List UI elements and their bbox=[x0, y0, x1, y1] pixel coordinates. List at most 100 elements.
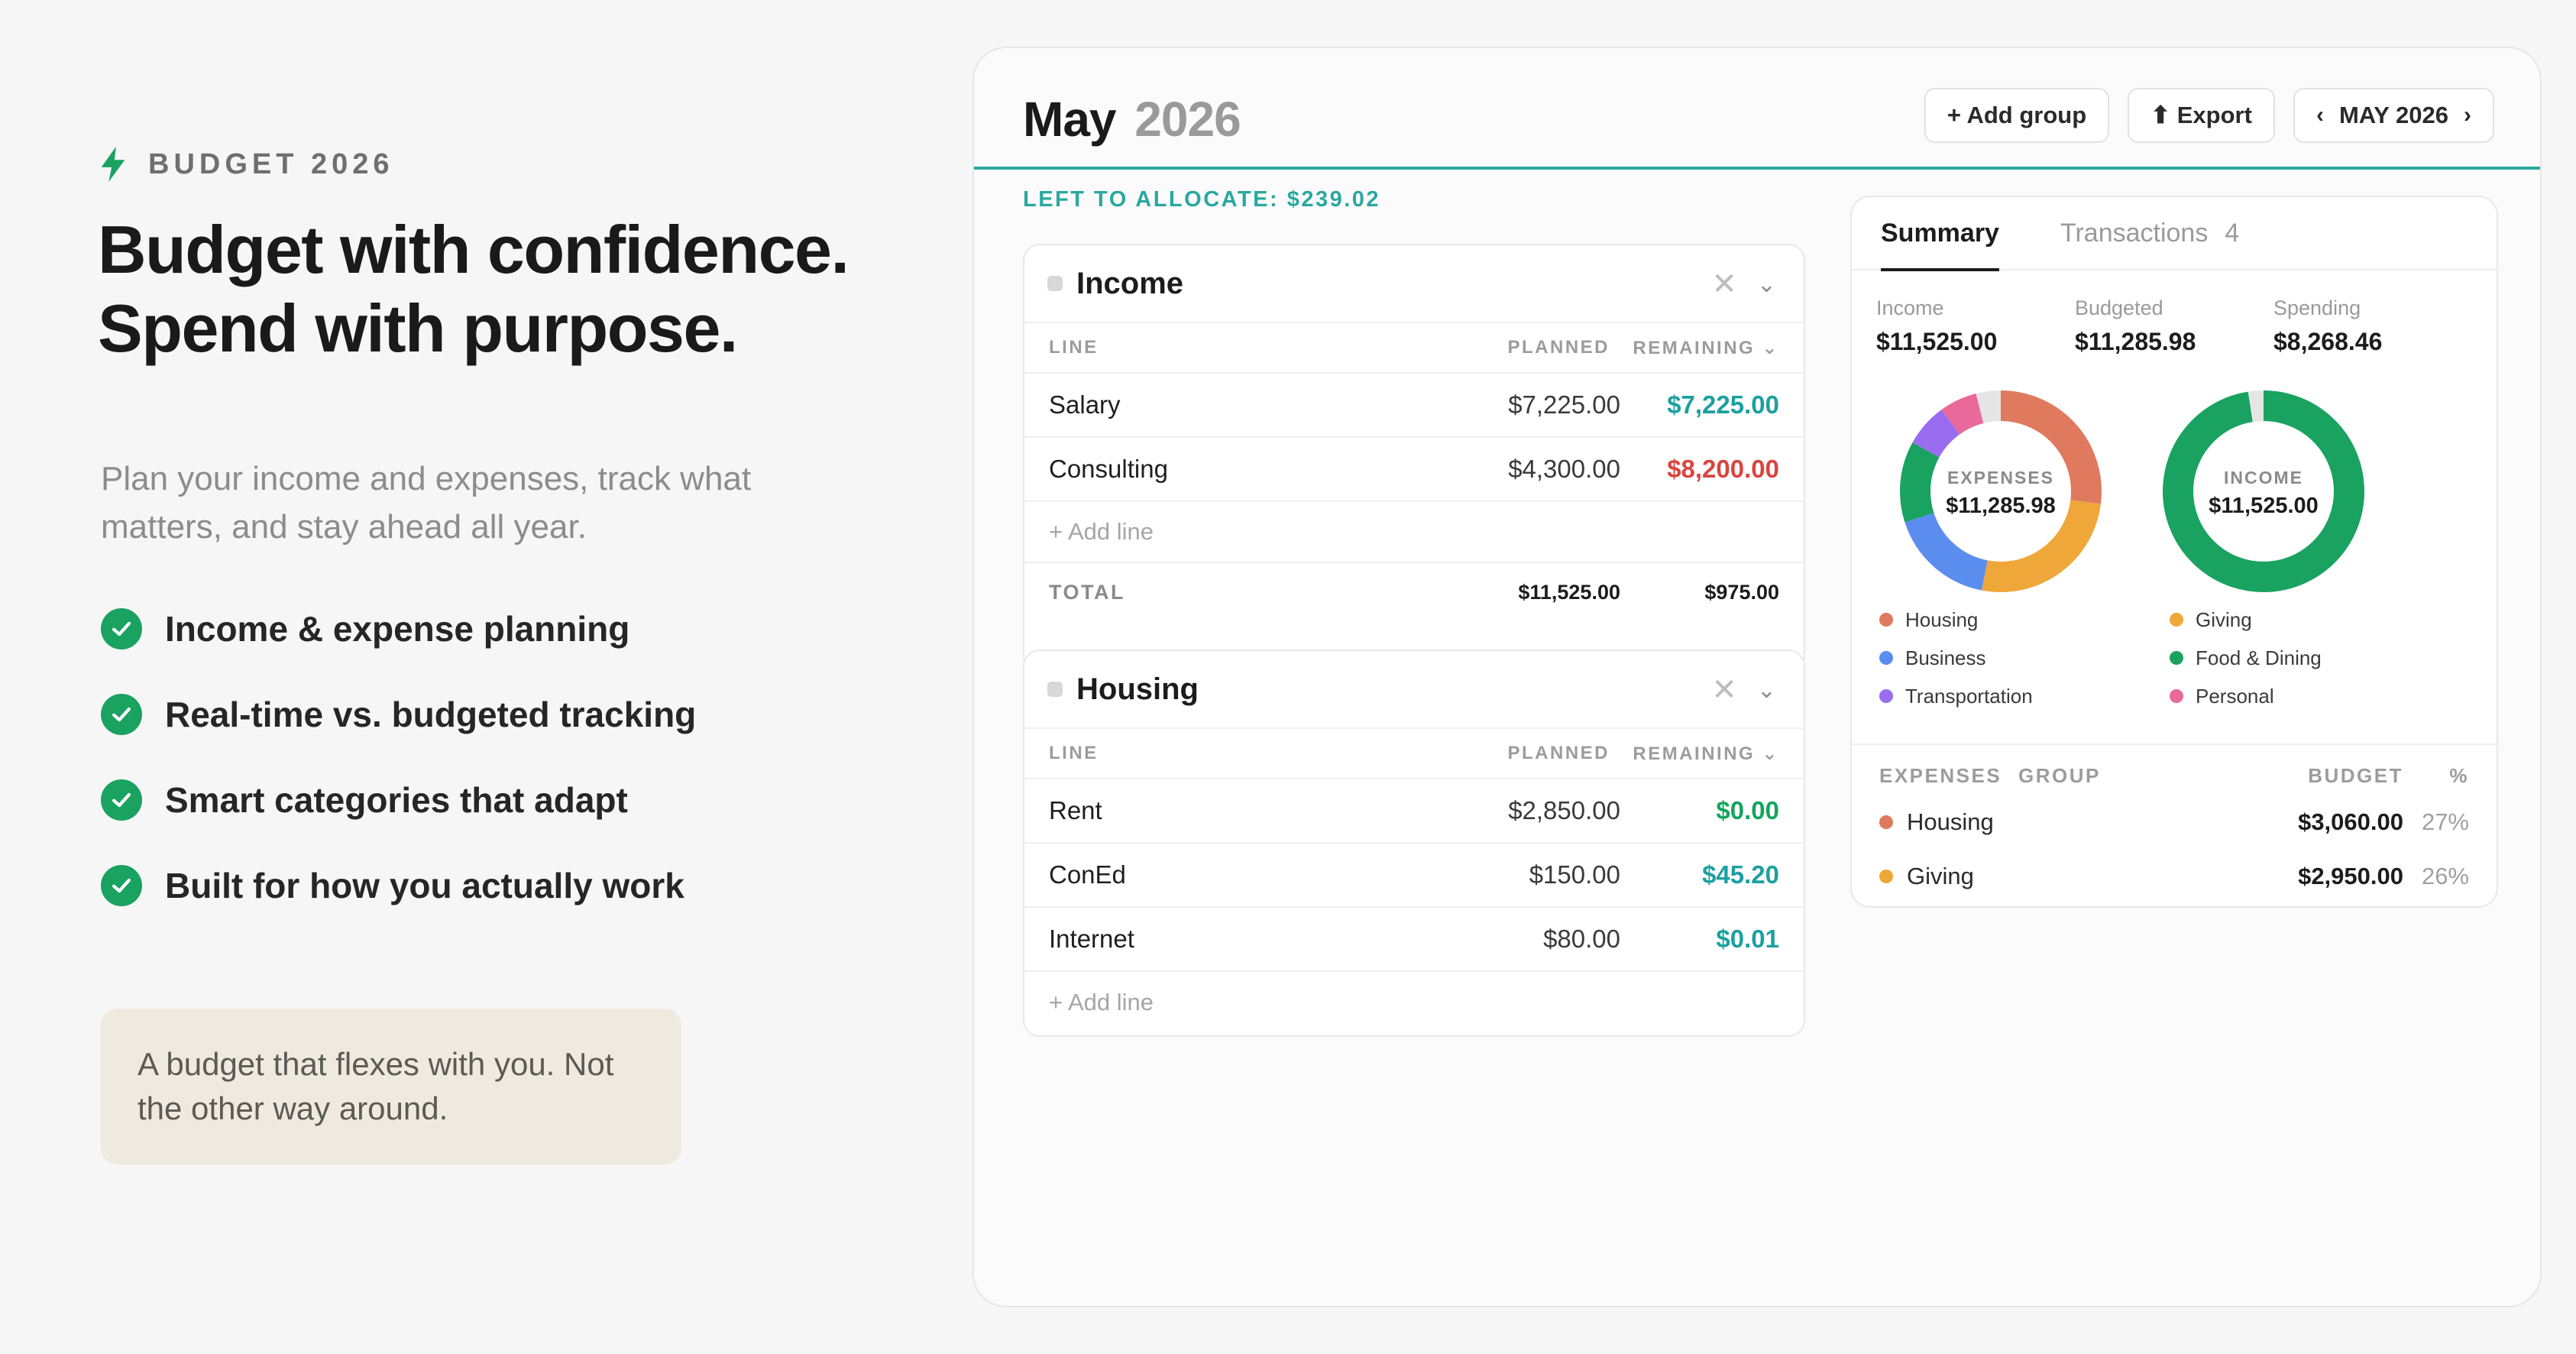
chevron-right-icon[interactable]: › bbox=[2464, 102, 2471, 128]
month-picker-label[interactable]: MAY 2026 bbox=[2338, 102, 2448, 128]
close-icon[interactable]: ✕ bbox=[1711, 267, 1737, 301]
line-remaining: $0.00 bbox=[1716, 796, 1779, 824]
chevron-down-icon[interactable]: ⌄ bbox=[1756, 271, 1776, 297]
group-actions: ✕ ⌄ bbox=[1711, 672, 1776, 708]
export-button[interactable]: ⬆ Export bbox=[2128, 88, 2275, 143]
tab-transactions[interactable]: Transactions 4 bbox=[2060, 197, 2239, 270]
tab-bar: Summary Transactions 4 bbox=[1852, 197, 2497, 271]
chart-legend: Housing Giving Business Food & Dining Tr… bbox=[1879, 607, 2490, 708]
col-planned: PLANNED bbox=[1507, 337, 1610, 358]
income-donut-value: $11,525.00 bbox=[2209, 494, 2319, 518]
line-planned[interactable]: $2,850.00 bbox=[1508, 796, 1620, 824]
group-percent: 26% bbox=[2421, 863, 2469, 889]
group-actions: ✕ ⌄ bbox=[1711, 267, 1776, 302]
table-row[interactable]: Consulting $4,300.00 $8,200.00 bbox=[1024, 438, 1804, 502]
line-remaining: $7,225.00 bbox=[1667, 390, 1779, 419]
group-name: Housing bbox=[1907, 808, 1994, 835]
add-line-button[interactable]: + Add line bbox=[1024, 502, 1804, 563]
income-segment-unallocated bbox=[2163, 390, 2364, 592]
stat-value: $11,285.98 bbox=[2075, 328, 2196, 355]
total-label: TOTAL bbox=[1049, 580, 1125, 604]
legend-item: Giving bbox=[2170, 607, 2460, 632]
income-donut: INCOME $11,525.00 bbox=[2163, 390, 2364, 592]
group-percent: 27% bbox=[2421, 808, 2469, 835]
legend-label: Business bbox=[1905, 646, 1986, 669]
col-line: LINE bbox=[1049, 743, 1099, 763]
column-headers: LINE PLANNED REMAINING ⌄ bbox=[1024, 729, 1804, 779]
col-planned: PLANNED bbox=[1507, 743, 1610, 763]
legend-label: Transportation bbox=[1905, 684, 2033, 708]
feature-item: Smart categories that adapt bbox=[101, 779, 696, 821]
stat-label: Budgeted bbox=[2075, 296, 2163, 319]
close-icon[interactable]: ✕ bbox=[1711, 673, 1737, 707]
line-name[interactable]: Consulting bbox=[1049, 455, 1168, 483]
column-headers: LINE PLANNED REMAINING ⌄ bbox=[1024, 323, 1804, 374]
chevron-down-icon[interactable]: ⌄ bbox=[1756, 677, 1776, 703]
drag-handle[interactable] bbox=[1047, 276, 1063, 291]
legend-item: Housing bbox=[1879, 607, 2170, 632]
group-title[interactable]: Housing bbox=[1076, 672, 1199, 706]
total-remaining: $975.00 bbox=[1704, 580, 1779, 604]
line-planned[interactable]: $7,225.00 bbox=[1508, 390, 1620, 419]
add-group-button[interactable]: + Add group bbox=[1924, 88, 2110, 143]
table-row[interactable]: Giving $2,950.00 26% bbox=[1879, 863, 2469, 890]
stat-label: Spending bbox=[2273, 296, 2361, 319]
stat-value: $11,525.00 bbox=[1876, 328, 1998, 355]
line-planned[interactable]: $150.00 bbox=[1529, 860, 1620, 889]
header-toolbar: + Add group ⬆ Export ‹ MAY 2026 › bbox=[1924, 88, 2494, 143]
line-name[interactable]: Rent bbox=[1049, 796, 1102, 824]
income-group: Income ✕ ⌄ LINE PLANNED REMAINING ⌄ Sala… bbox=[1023, 244, 1805, 672]
tab-summary-label: Summary bbox=[1881, 218, 1999, 248]
tab-summary[interactable]: Summary bbox=[1881, 197, 1999, 271]
legend-item: Business bbox=[1879, 646, 2170, 670]
line-remaining: $8,200.00 bbox=[1667, 455, 1779, 483]
line-planned[interactable]: $80.00 bbox=[1543, 925, 1620, 953]
chevron-left-icon[interactable]: ‹ bbox=[2315, 102, 2324, 128]
legend-dot bbox=[1879, 651, 1893, 665]
feature-label: Smart categories that adapt bbox=[165, 780, 628, 820]
line-remaining: $45.20 bbox=[1702, 860, 1779, 889]
table-row[interactable]: Rent $2,850.00 $0.00 bbox=[1024, 779, 1804, 844]
drag-handle[interactable] bbox=[1047, 682, 1063, 697]
expenses-donut: EXPENSES $11,285.98 bbox=[1900, 390, 2102, 592]
legend-item: Personal bbox=[2170, 684, 2460, 708]
group-budget: $3,060.00 bbox=[2298, 808, 2403, 835]
legend-item: Food & Dining bbox=[2170, 646, 2460, 670]
col-expenses[interactable]: EXPENSES bbox=[1879, 764, 2002, 787]
legend-label: Housing bbox=[1905, 607, 1979, 631]
stat-spending: Spending $8,268.46 bbox=[2273, 296, 2472, 356]
table-row[interactable]: Salary $7,225.00 $7,225.00 bbox=[1024, 374, 1804, 438]
feature-label: Income & expense planning bbox=[165, 609, 630, 649]
line-planned[interactable]: $4,300.00 bbox=[1508, 455, 1620, 483]
donut-charts: EXPENSES $11,285.98 INCOME $11,525.00 bbox=[1852, 377, 2497, 606]
col-remaining[interactable]: REMAINING ⌄ bbox=[1633, 743, 1779, 764]
line-name[interactable]: Internet bbox=[1049, 925, 1134, 953]
feature-item: Income & expense planning bbox=[101, 607, 696, 650]
stats-row: Income $11,525.00 Budgeted $11,285.98 Sp… bbox=[1876, 296, 2472, 356]
line-name[interactable]: Salary bbox=[1049, 390, 1121, 419]
table-row[interactable]: Housing $3,060.00 27% bbox=[1879, 808, 2469, 836]
col-remaining[interactable]: REMAINING ⌄ bbox=[1633, 337, 1779, 358]
stat-income: Income $11,525.00 bbox=[1876, 296, 2075, 356]
group-table-header: EXPENSES GROUP BUDGET % bbox=[1879, 764, 2469, 788]
quote-callout: A budget that flexes with you. Not the o… bbox=[101, 1009, 681, 1165]
table-row[interactable]: ConEd $150.00 $45.20 bbox=[1024, 844, 1804, 908]
table-row[interactable]: Internet $80.00 $0.01 bbox=[1024, 908, 1804, 972]
group-color-dot bbox=[1879, 815, 1893, 829]
legend-dot bbox=[2170, 613, 2183, 627]
col-group[interactable]: GROUP bbox=[2018, 764, 2101, 787]
line-name[interactable]: ConEd bbox=[1049, 860, 1126, 889]
summary-panel: Summary Transactions 4 Income $11,525.00… bbox=[1850, 196, 2498, 908]
stat-label: Income bbox=[1876, 296, 1944, 319]
legend-label: Personal bbox=[2196, 684, 2274, 708]
group-title[interactable]: Income bbox=[1076, 266, 1184, 300]
income-segment-income bbox=[2163, 390, 2364, 592]
col-budget: BUDGET bbox=[2308, 764, 2403, 787]
line-remaining: $0.01 bbox=[1716, 925, 1779, 953]
housing-group: Housing ✕ ⌄ LINE PLANNED REMAINING ⌄ Ren… bbox=[1023, 649, 1805, 1037]
add-line-button[interactable]: + Add line bbox=[1049, 989, 1154, 1015]
col-percent: % bbox=[2449, 764, 2469, 787]
check-icon bbox=[101, 779, 142, 821]
legend-label: Giving bbox=[2196, 607, 2252, 631]
headline-line-2: Spend with purpose. bbox=[98, 290, 738, 366]
